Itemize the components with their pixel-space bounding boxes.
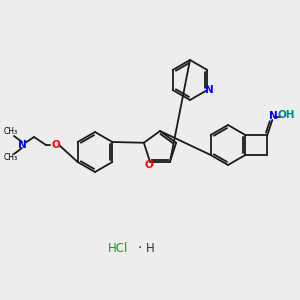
Text: O: O [145,160,153,170]
Text: H: H [146,242,154,254]
Text: ·: · [138,241,142,255]
Text: O: O [52,140,60,150]
Text: N: N [205,85,214,95]
Text: N: N [18,140,26,150]
Text: HCl: HCl [108,242,128,254]
Text: OH: OH [278,110,295,120]
Text: CH₃: CH₃ [4,154,18,163]
Text: N: N [269,111,278,121]
Text: CH₃: CH₃ [4,128,18,136]
